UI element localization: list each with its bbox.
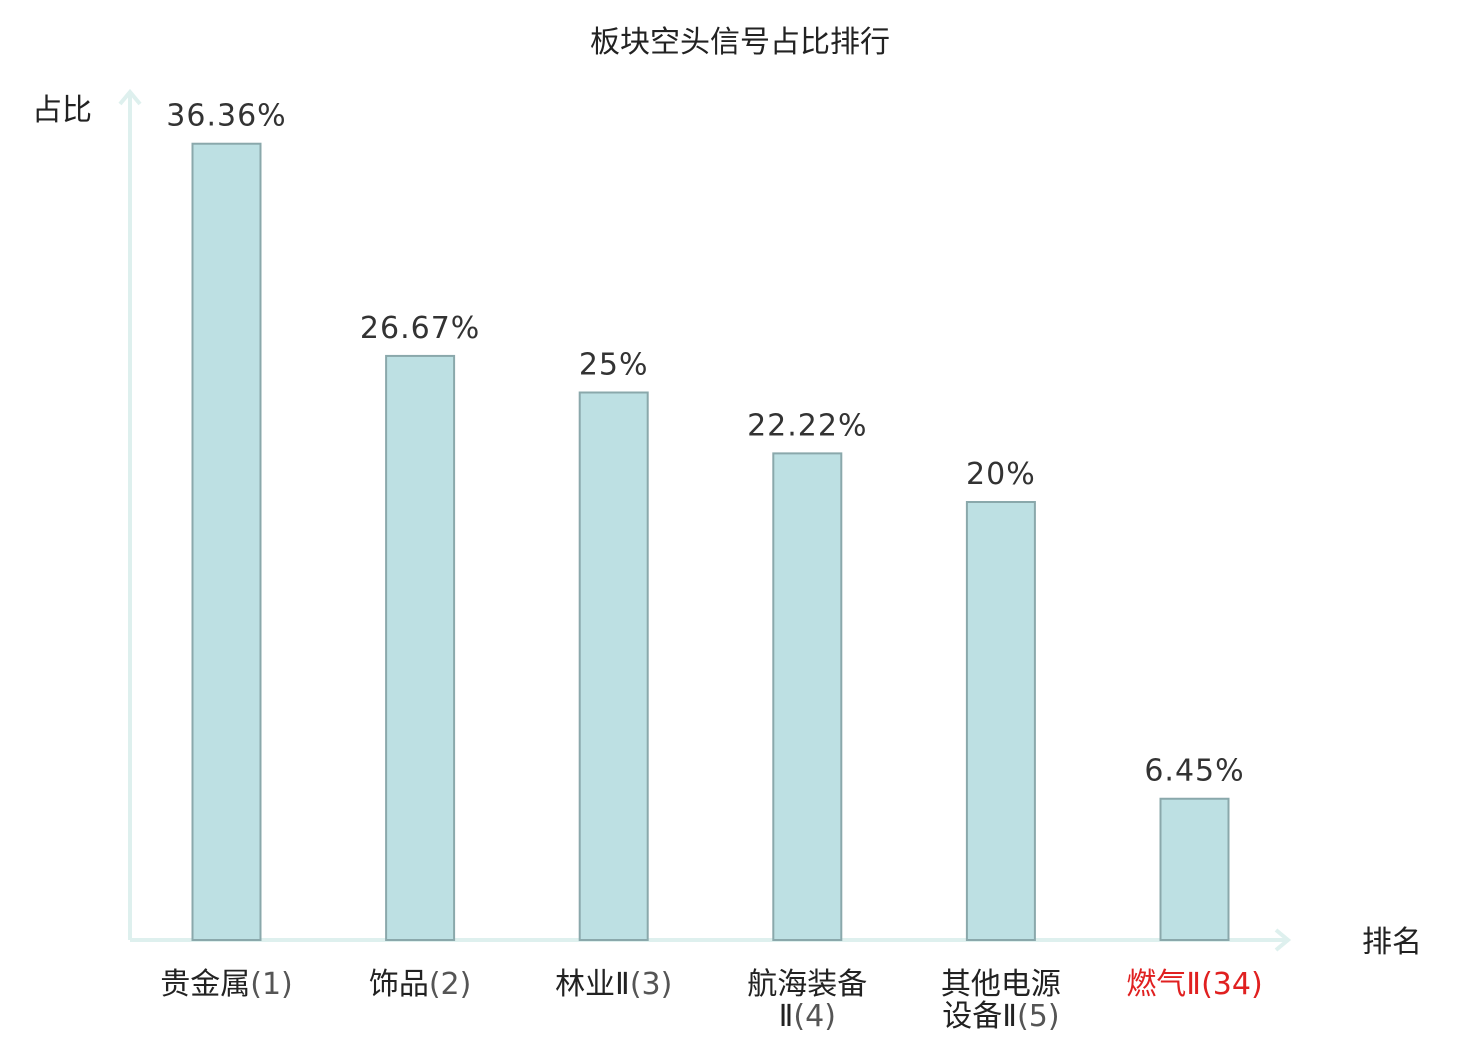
category-rank: (2) <box>429 967 472 1002</box>
category-label: 饰品(2) <box>369 967 472 1002</box>
value-labels-group: 36.36% 26.67% 25% 22.22% 20% 6.45% <box>166 99 1244 789</box>
category-rank: (4) <box>793 999 836 1034</box>
category-rank: (5) <box>1017 999 1060 1034</box>
category-label: 航海装备 Ⅱ(4) <box>747 967 867 1034</box>
category-rank: (1) <box>250 967 293 1002</box>
category-name: Ⅱ <box>779 999 794 1034</box>
bar-value-label: 6.45% <box>1144 754 1244 789</box>
bar <box>191 142 262 941</box>
x-axis-label: 排名 <box>1362 925 1422 960</box>
bar-value-label: 36.36% <box>166 99 286 134</box>
chart-title: 板块空头信号占比排行 <box>590 25 890 60</box>
bar <box>965 501 1036 941</box>
bar-value-label: 26.67% <box>360 311 480 346</box>
bar-value-label: 22.22% <box>747 408 867 443</box>
bar-value-label: 25% <box>579 348 649 383</box>
category-rank: (3) <box>630 967 673 1002</box>
bar-value-label: 20% <box>966 457 1036 492</box>
bar <box>578 391 649 941</box>
category-label: 贵金属(1) <box>160 967 293 1002</box>
category-name: 贵金属 <box>160 967 250 1002</box>
category-name: 航海装备 <box>747 967 867 1002</box>
category-label: 其他电源设备Ⅱ(5) <box>941 967 1061 1034</box>
bars-group <box>191 142 1230 941</box>
category-label: 燃气Ⅱ(34) <box>1126 967 1262 1002</box>
bar <box>385 354 456 941</box>
bar <box>1159 797 1230 941</box>
category-name: 饰品 <box>369 967 429 1002</box>
y-axis-label: 占比 <box>32 93 92 128</box>
category-labels-group: 贵金属(1) 饰品(2) 林业Ⅱ(3) 航海装备 Ⅱ(4)其他电源设备Ⅱ(5)燃气Ⅱ(3… <box>160 967 1262 1034</box>
bar <box>772 452 843 941</box>
y-axis-arrow-icon <box>118 88 142 106</box>
category-rank: (34) <box>1201 967 1263 1002</box>
category-name: 燃气Ⅱ <box>1126 967 1201 1002</box>
category-label: 林业Ⅱ(3) <box>555 967 672 1002</box>
x-axis-arrow-icon <box>1274 928 1292 952</box>
category-name: 设备Ⅱ <box>942 999 1017 1034</box>
category-name: 林业Ⅱ <box>555 967 630 1002</box>
category-name: 其他电源 <box>941 967 1061 1002</box>
